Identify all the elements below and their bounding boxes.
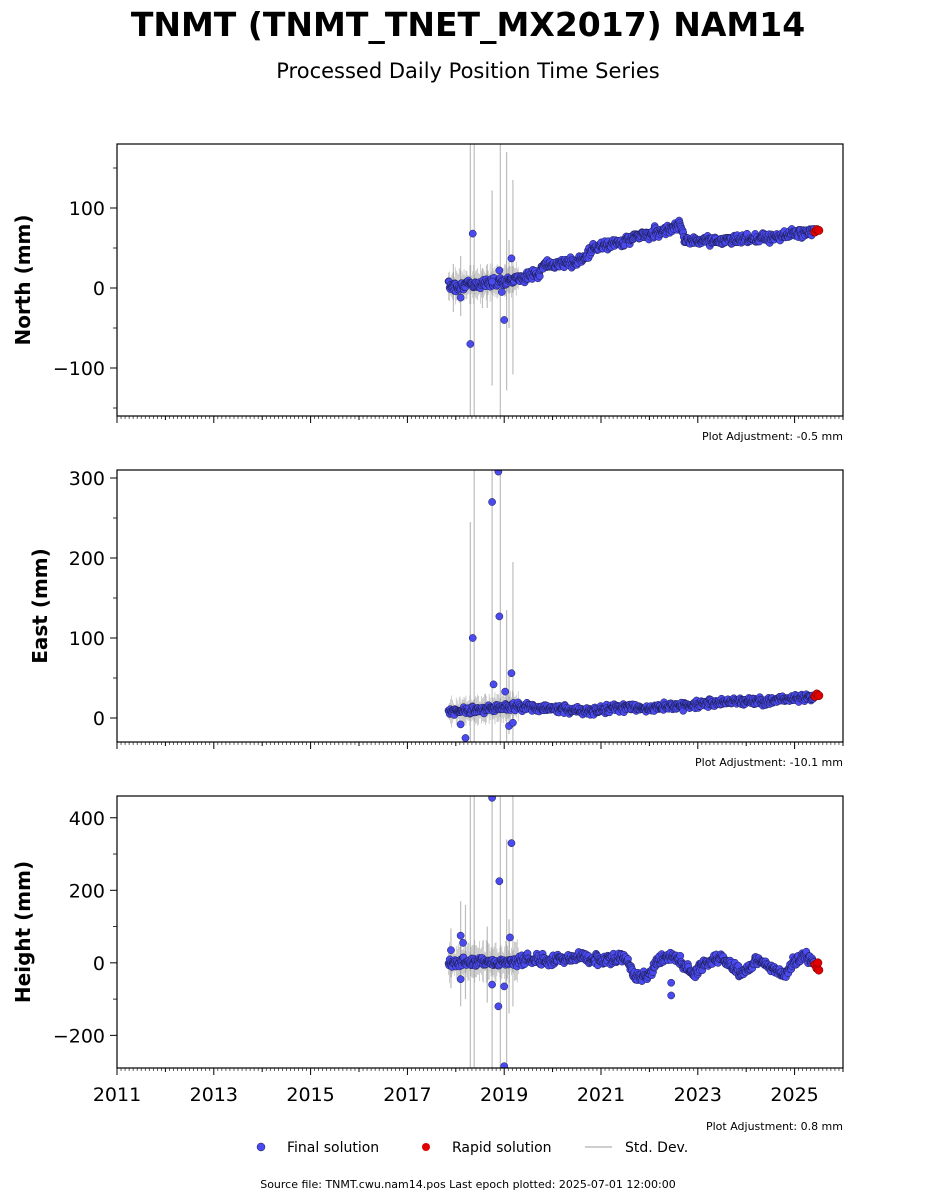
y-tick-label: 100 xyxy=(69,628,105,650)
rapid-solution-point xyxy=(814,225,824,235)
final-solution-point xyxy=(507,669,516,678)
final-solution-point xyxy=(488,980,496,989)
final-solution-point xyxy=(506,933,514,942)
final-solution-point xyxy=(507,839,516,847)
x-tick-label: 2013 xyxy=(190,1084,238,1106)
east-panel: East (mm) Plot Adjustment: -10.1 mm 0 100… xyxy=(28,468,844,769)
x-tick-label: 2015 xyxy=(286,1084,334,1106)
east-ylabel: East (mm) xyxy=(28,548,52,664)
plot-area xyxy=(444,796,824,1068)
final-solution-point xyxy=(494,470,503,476)
final-solution-points xyxy=(444,470,818,742)
final-solution-points xyxy=(444,216,818,348)
final-solution-point xyxy=(488,498,496,506)
x-tick-label: 2025 xyxy=(770,1084,818,1106)
chart-title: TNMT (TNMT_TNET_MX2017) NAM14 xyxy=(131,5,805,44)
final-solution-point xyxy=(488,796,496,802)
y-tick-label: −100 xyxy=(53,358,105,380)
y-ticks: 0 100 200 300 xyxy=(69,468,117,730)
rapid-solution-points xyxy=(810,958,824,975)
legend-rapid-marker xyxy=(422,1143,430,1151)
final-solution-point xyxy=(466,340,475,348)
final-solution-point xyxy=(500,982,509,991)
final-solution-point xyxy=(500,316,509,324)
east-adjustment: Plot Adjustment: -10.1 mm xyxy=(695,756,843,769)
x-tick-label: 2011 xyxy=(93,1084,141,1106)
source-line: Source file: TNMT.cwu.nam14.pos Last epo… xyxy=(260,1178,676,1191)
height-adjustment: Plot Adjustment: 0.8 mm xyxy=(706,1120,843,1133)
std-dev-bars xyxy=(448,796,519,1068)
x-ticks xyxy=(116,416,844,423)
y-tick-label: 0 xyxy=(93,708,105,730)
plot-area xyxy=(444,470,824,742)
final-solution-point xyxy=(461,734,470,742)
north-adjustment: Plot Adjustment: -0.5 mm xyxy=(702,430,843,443)
north-ylabel: North (mm) xyxy=(11,214,35,345)
final-solution-point xyxy=(456,931,465,940)
y-tick-label: 400 xyxy=(69,808,105,830)
x-tick-label: 2023 xyxy=(674,1084,722,1106)
final-solution-point xyxy=(500,1062,509,1068)
final-solution-point xyxy=(489,680,498,689)
rapid-solution-point xyxy=(814,691,824,701)
final-solution-point xyxy=(468,229,477,238)
height-panel: Height (mm) Plot Adjustment: 0.8 mm 2011… xyxy=(11,795,844,1133)
final-solution-point xyxy=(507,254,516,263)
y-ticks: −200 0 200 400 xyxy=(53,808,117,1047)
final-solution-point xyxy=(667,991,676,1000)
final-solution-point xyxy=(468,634,477,642)
rapid-solution-point xyxy=(813,958,823,968)
final-solution-point xyxy=(495,877,504,886)
chart-subtitle: Processed Daily Position Time Series xyxy=(276,59,660,83)
rapid-solution-points xyxy=(810,689,824,701)
final-solution-point xyxy=(495,612,504,621)
legend-rapid-label: Rapid solution xyxy=(452,1140,552,1156)
plot-area xyxy=(444,144,824,416)
panel-frame xyxy=(116,795,844,1069)
y-tick-label: 200 xyxy=(69,548,105,570)
legend-final-marker xyxy=(256,1142,266,1152)
y-tick-label: 0 xyxy=(93,953,105,975)
final-solution-point xyxy=(447,946,455,954)
final-solution-point xyxy=(497,288,506,296)
y-tick-label: 0 xyxy=(93,278,105,300)
height-ylabel: Height (mm) xyxy=(11,861,35,1003)
x-tick-label: 2021 xyxy=(577,1084,625,1106)
x-ticks: 2011 2013 2015 2017 2019 2021 2023 2025 xyxy=(93,1068,844,1106)
legend-std-label: Std. Dev. xyxy=(625,1140,688,1156)
final-solution-point xyxy=(495,266,504,275)
x-tick-label: 2019 xyxy=(480,1084,528,1106)
x-ticks xyxy=(116,742,844,749)
y-tick-label: −200 xyxy=(53,1025,105,1047)
y-tick-label: 100 xyxy=(69,198,105,220)
final-solution-point xyxy=(456,975,465,983)
final-solution-point xyxy=(501,687,510,696)
north-panel: North (mm) Plot Adjustment: -0.5 mm −100… xyxy=(11,143,844,443)
final-solution-point xyxy=(494,1002,503,1011)
x-tick-label: 2017 xyxy=(383,1084,431,1106)
final-solution-point xyxy=(459,939,467,947)
y-tick-label: 300 xyxy=(69,468,105,490)
final-solution-point xyxy=(456,293,465,302)
final-solution-point xyxy=(488,277,496,286)
legend: Final solution Rapid solution Std. Dev. xyxy=(256,1140,688,1156)
y-tick-label: 200 xyxy=(69,880,105,902)
final-solution-point xyxy=(509,718,517,727)
y-ticks: −100 0 100 xyxy=(53,167,117,409)
rapid-solution-points xyxy=(810,225,824,237)
final-solution-point xyxy=(456,720,465,729)
final-solution-point xyxy=(667,978,676,987)
legend-final-label: Final solution xyxy=(287,1140,379,1156)
